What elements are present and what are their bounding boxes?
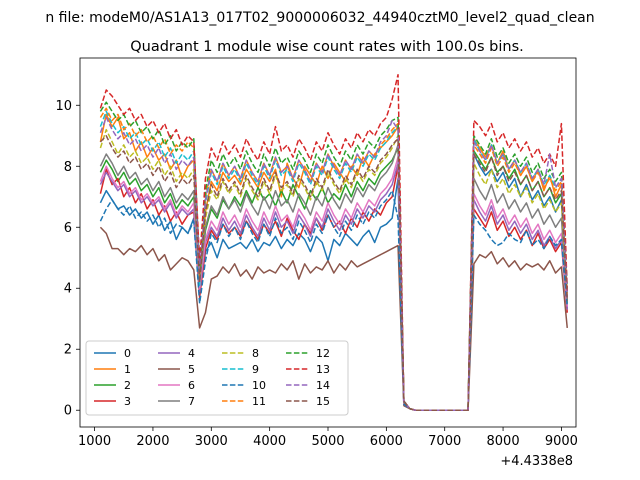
series-line-7 xyxy=(99,144,568,411)
y-axis: 0 2 4 6 8 10 xyxy=(55,99,80,419)
series-line-6 xyxy=(99,156,568,411)
x-tick-label: 1000 xyxy=(78,434,111,449)
x-tick-label: 2000 xyxy=(136,434,169,449)
figure-suptitle: n file: modeM0/AS1A13_017T02_9000006032_… xyxy=(45,10,594,26)
legend-label-4: 4 xyxy=(188,347,195,360)
x-tick-label: 7000 xyxy=(428,434,461,449)
x-tick-label: 3000 xyxy=(195,434,228,449)
series-line-4 xyxy=(99,162,568,411)
legend-label-0: 0 xyxy=(124,347,131,360)
x-tick-label: 4000 xyxy=(253,434,286,449)
series-line-13 xyxy=(99,74,568,411)
y-tick-label: 8 xyxy=(64,160,72,175)
legend-label-11: 11 xyxy=(252,395,266,408)
legend-label-6: 6 xyxy=(188,379,195,392)
legend-label-9: 9 xyxy=(252,363,259,376)
legend-label-1: 1 xyxy=(124,363,131,376)
x-tick-label: 9000 xyxy=(545,434,578,449)
x-axis-offset-label: +4.4338e8 xyxy=(500,454,573,469)
legend-label-8: 8 xyxy=(252,347,259,360)
x-tick-label: 6000 xyxy=(370,434,403,449)
y-tick-label: 10 xyxy=(55,99,72,114)
legend-label-10: 10 xyxy=(252,379,266,392)
legend-label-3: 3 xyxy=(124,395,131,408)
y-tick-label: 2 xyxy=(64,343,72,358)
series-line-10 xyxy=(99,189,568,411)
x-tick-label: 8000 xyxy=(487,434,520,449)
y-tick-label: 6 xyxy=(64,221,72,236)
chart-title: Quadrant 1 module wise count rates with … xyxy=(130,39,524,55)
legend-label-14: 14 xyxy=(316,379,330,392)
x-axis: 1000 2000 3000 4000 5000 6000 7000 8000 9000 xyxy=(78,427,578,449)
series-line-5 xyxy=(99,226,568,411)
y-tick-label: 4 xyxy=(64,282,72,297)
legend-label-2: 2 xyxy=(124,379,131,392)
legend-label-7: 7 xyxy=(188,395,195,408)
legend-label-5: 5 xyxy=(188,363,195,376)
legend-label-12: 12 xyxy=(316,347,330,360)
series-line-14 xyxy=(99,116,568,411)
series-layer xyxy=(99,74,568,411)
legend-label-13: 13 xyxy=(316,363,330,376)
series-line-0 xyxy=(99,153,568,411)
x-tick-label: 5000 xyxy=(311,434,344,449)
legend-label-15: 15 xyxy=(316,395,330,408)
series-line-15 xyxy=(99,135,568,411)
legend-box xyxy=(85,340,349,416)
series-line-8 xyxy=(99,128,568,411)
series-line-12 xyxy=(99,101,568,411)
y-tick-label: 0 xyxy=(64,404,72,419)
